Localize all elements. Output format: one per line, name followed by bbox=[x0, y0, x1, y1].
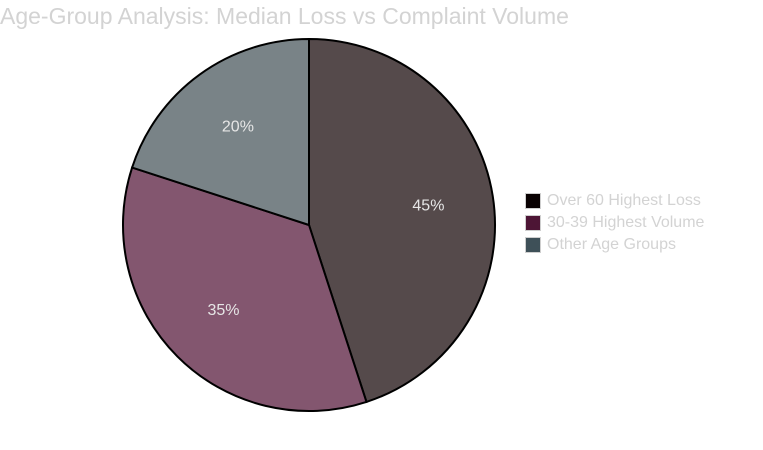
pie-slice-0 bbox=[308, 37, 496, 404]
legend: Over 60 Highest Loss 30-39 Highest Volum… bbox=[525, 190, 704, 256]
legend-label: Other Age Groups bbox=[547, 236, 676, 253]
legend-item-over-60: Over 60 Highest Loss bbox=[525, 190, 704, 212]
legend-swatch bbox=[525, 237, 541, 253]
slice-label-2: 20% bbox=[222, 119, 254, 136]
pie-slice-2 bbox=[130, 37, 310, 227]
legend-item-other: Other Age Groups bbox=[525, 234, 704, 256]
legend-label: Over 60 Highest Loss bbox=[547, 192, 701, 209]
slice-label-1: 35% bbox=[207, 302, 239, 319]
legend-item-30-39: 30-39 Highest Volume bbox=[525, 212, 704, 234]
slice-label-0: 45% bbox=[412, 198, 444, 215]
pie-slice-1 bbox=[122, 166, 368, 412]
legend-label: 30-39 Highest Volume bbox=[547, 214, 705, 231]
chart-title: Age-Group Analysis: Median Loss vs Compl… bbox=[0, 3, 569, 29]
legend-swatch bbox=[525, 193, 541, 209]
legend-swatch bbox=[525, 215, 541, 231]
